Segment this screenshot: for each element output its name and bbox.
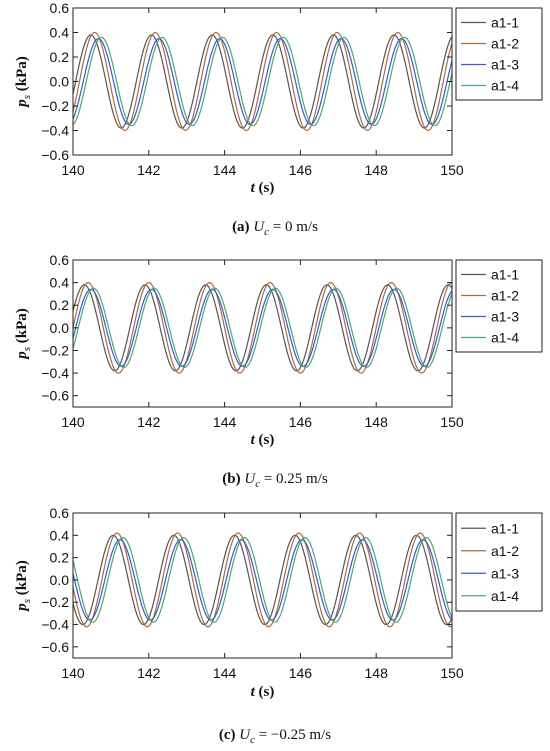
series-line-a1-2 [73, 31, 452, 132]
y-tick-label: 0.4 [50, 25, 70, 41]
y-tick-label: 0.0 [50, 74, 70, 90]
y-tick-label: −0.6 [41, 639, 69, 655]
y-tick-label: −0.2 [41, 98, 69, 114]
legend-label-a1-4: a1-4 [491, 588, 519, 604]
series-line-a1-1 [73, 534, 452, 626]
y-axis-title: ps (kPa) [14, 560, 33, 613]
legend: a1-1 a1-2 a1-3 a1-4 [455, 7, 543, 101]
series-line-a1-4 [73, 36, 452, 127]
y-tick-label: 0.6 [50, 252, 70, 268]
x-axis-title: t (s) [251, 684, 275, 700]
y-tick-label: 0.0 [50, 320, 70, 336]
x-tick-label: 148 [365, 414, 389, 430]
x-tick-label: 146 [289, 162, 313, 178]
x-tick-label: 148 [365, 162, 389, 178]
y-tick-label: −0.2 [41, 594, 69, 610]
series-line-a1-1 [73, 284, 452, 372]
y-tick-label: 0.6 [50, 0, 70, 16]
x-tick-label: 140 [61, 665, 85, 681]
legend-box [455, 7, 543, 101]
y-tick-label: 0.4 [50, 275, 70, 291]
x-axis-title: t (s) [251, 432, 275, 448]
series-lines [73, 532, 452, 628]
y-tick-label: −0.6 [41, 147, 69, 163]
legend-label-a1-4: a1-4 [491, 78, 519, 94]
series-line-a1-3 [73, 38, 452, 125]
panel-caption: (b) Uc = 0.25 m/s [222, 471, 328, 490]
x-tick-label: 150 [440, 414, 464, 430]
series-line-a1-2 [73, 282, 452, 374]
series-line-a1-2 [73, 532, 452, 628]
series-line-a1-1 [73, 34, 452, 129]
x-tick-label: 142 [137, 162, 161, 178]
series-line-a1-3 [73, 539, 452, 621]
panel-caption: (a) Uc = 0 m/s [232, 219, 318, 238]
y-axis-title: ps (kPa) [14, 56, 33, 109]
series-line-a1-3 [73, 288, 452, 367]
legend-label-a1-1: a1-1 [491, 520, 519, 536]
plot-frame [72, 7, 453, 156]
x-tick-label: 150 [440, 665, 464, 681]
series-line-a1-4 [73, 536, 452, 623]
chart-panel-c: 140 142 144 146 148 150 −0.6 −0.4 −0.2 0.0 0.2 0.4 0… [14, 505, 543, 746]
y-tick-label: 0.2 [50, 297, 70, 313]
x-tick-label: 150 [440, 162, 464, 178]
legend-label-a1-3: a1-3 [491, 57, 519, 73]
y-tick-label: 0.0 [50, 572, 70, 588]
legend-label-a1-1: a1-1 [491, 267, 519, 283]
legend-label-a1-3: a1-3 [491, 565, 519, 581]
legend-label-a1-4: a1-4 [491, 330, 519, 346]
y-tick-label: −0.4 [41, 123, 69, 139]
x-tick-label: 144 [213, 665, 237, 681]
x-tick-label: 148 [365, 665, 389, 681]
x-tick-label: 146 [289, 665, 313, 681]
x-tick-label: 144 [213, 162, 237, 178]
x-tick-label: 142 [137, 665, 161, 681]
plot-frame [72, 259, 453, 408]
y-tick-label: 0.4 [50, 527, 70, 543]
legend-label-a1-2: a1-2 [491, 543, 519, 559]
y-tick-label: −0.2 [41, 342, 69, 358]
x-tick-label: 144 [213, 414, 237, 430]
legend-label-a1-2: a1-2 [491, 36, 519, 52]
series-lines [73, 31, 452, 132]
legend-label-a1-2: a1-2 [491, 288, 519, 304]
y-axis-title: ps (kPa) [14, 308, 33, 361]
chart-panel-a: 140 142 144 146 148 150 −0.6 −0.4 −0.2 0.0 0.2 0.4 0… [14, 0, 543, 238]
y-tick-label: −0.6 [41, 388, 69, 404]
y-tick-label: 0.6 [50, 505, 70, 521]
series-lines [73, 282, 452, 374]
x-tick-label: 142 [137, 414, 161, 430]
x-tick-label: 140 [61, 162, 85, 178]
series-line-a1-4 [73, 287, 452, 369]
y-tick-label: −0.4 [41, 617, 69, 633]
plot-frame [72, 512, 453, 659]
legend-label-a1-1: a1-1 [491, 15, 519, 31]
x-tick-label: 140 [61, 414, 85, 430]
legend-box [455, 259, 543, 353]
y-tick-label: 0.2 [50, 49, 70, 65]
y-tick-label: 0.2 [50, 550, 70, 566]
legend-box [455, 512, 543, 612]
x-axis-title: t (s) [251, 180, 275, 196]
legend-label-a1-3: a1-3 [491, 309, 519, 325]
legend: a1-1 a1-2 a1-3 a1-4 [455, 259, 543, 353]
legend: a1-1 a1-2 a1-3 a1-4 [455, 512, 543, 612]
chart-panel-b: 140 142 144 146 148 150 −0.6 −0.4 −0.2 0.0 0.2 0.4 0… [14, 252, 543, 490]
panel-caption: (c) Uc = −0.25 m/s [219, 727, 331, 746]
y-tick-label: −0.4 [41, 365, 69, 381]
x-tick-label: 146 [289, 414, 313, 430]
